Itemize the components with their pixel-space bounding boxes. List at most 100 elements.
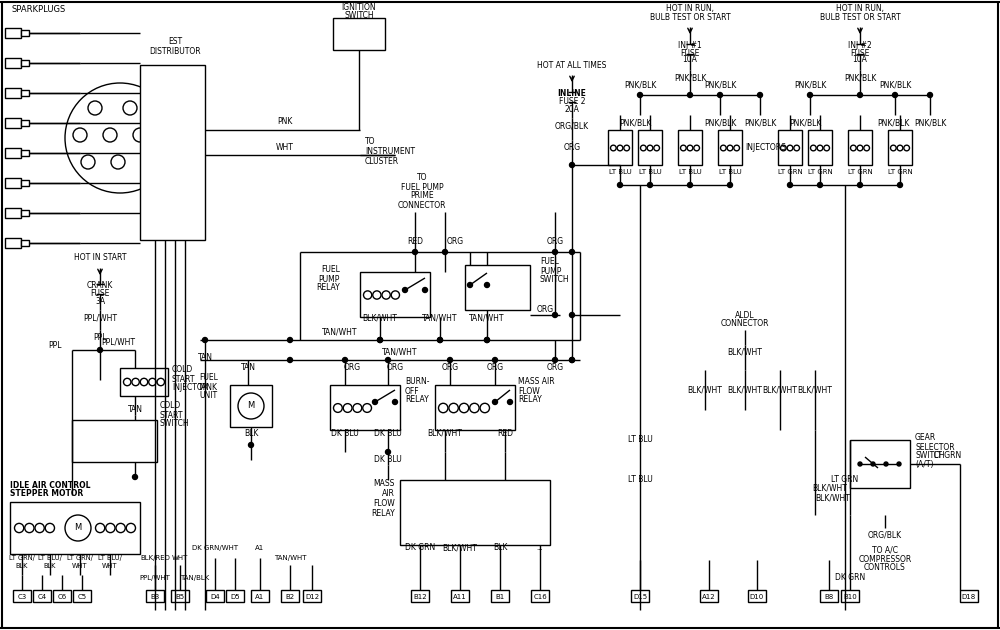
- Circle shape: [864, 145, 870, 151]
- Circle shape: [640, 145, 646, 151]
- Text: LT BLU: LT BLU: [719, 169, 741, 175]
- Circle shape: [858, 183, 862, 188]
- Bar: [146, 590, 164, 602]
- Text: DK BLU: DK BLU: [374, 455, 402, 464]
- Text: C3: C3: [17, 594, 27, 600]
- Text: UNIT: UNIT: [200, 391, 218, 401]
- Text: BLK/WHT: BLK/WHT: [688, 386, 722, 394]
- Text: ORG/BLK: ORG/BLK: [868, 530, 902, 539]
- Text: 10A: 10A: [853, 55, 867, 64]
- Circle shape: [688, 93, 692, 98]
- Text: TO: TO: [417, 173, 427, 183]
- Circle shape: [288, 357, 292, 362]
- Text: LT GRN: LT GRN: [808, 169, 832, 175]
- Circle shape: [718, 93, 722, 98]
- Text: B5: B5: [175, 594, 185, 600]
- Text: ORG: ORG: [536, 306, 554, 314]
- Text: WHT: WHT: [276, 142, 294, 151]
- Circle shape: [65, 515, 91, 541]
- Circle shape: [391, 291, 400, 299]
- Text: DK GRN/WHT: DK GRN/WHT: [192, 545, 238, 551]
- Text: FUSE 2: FUSE 2: [559, 96, 585, 105]
- Circle shape: [342, 357, 348, 362]
- Bar: [360, 272, 430, 317]
- Text: LT GRN: LT GRN: [934, 452, 962, 461]
- Text: LT GRN: LT GRN: [831, 476, 859, 484]
- Circle shape: [45, 524, 54, 532]
- Bar: [21, 240, 29, 246]
- Text: START: START: [172, 374, 196, 384]
- Circle shape: [149, 378, 156, 386]
- Text: HOT AT ALL TIMES: HOT AT ALL TIMES: [537, 60, 607, 69]
- Circle shape: [88, 101, 102, 115]
- Text: BLK: BLK: [16, 563, 28, 569]
- Circle shape: [810, 145, 816, 151]
- Text: RELAY: RELAY: [405, 396, 429, 404]
- Text: LT GRN/: LT GRN/: [9, 555, 35, 561]
- Circle shape: [492, 357, 498, 362]
- Text: BLK/WHT: BLK/WHT: [443, 544, 477, 553]
- Bar: [21, 180, 29, 186]
- Text: PNK/BLK: PNK/BLK: [789, 118, 821, 127]
- Bar: [21, 30, 29, 36]
- Text: COLD: COLD: [160, 401, 181, 411]
- Circle shape: [858, 462, 862, 466]
- Bar: [281, 590, 299, 602]
- Text: RELAY: RELAY: [518, 396, 542, 404]
- Text: PPL: PPL: [93, 333, 107, 343]
- Circle shape: [238, 393, 264, 419]
- Circle shape: [468, 282, 473, 287]
- Circle shape: [442, 249, 448, 255]
- Text: PNK/BLK: PNK/BLK: [674, 74, 706, 83]
- Circle shape: [552, 312, 558, 318]
- Text: ORG/BLK: ORG/BLK: [555, 122, 589, 130]
- Text: WHT: WHT: [102, 563, 118, 569]
- Circle shape: [808, 93, 812, 98]
- Circle shape: [570, 312, 574, 318]
- Text: (A/T): (A/T): [915, 461, 934, 469]
- Bar: [748, 590, 766, 602]
- Text: BULB TEST OR START: BULB TEST OR START: [650, 13, 730, 21]
- Text: RED: RED: [497, 428, 513, 437]
- Circle shape: [202, 338, 208, 343]
- Text: C5: C5: [77, 594, 87, 600]
- Text: FUSE: FUSE: [850, 49, 870, 57]
- Bar: [21, 60, 29, 66]
- Circle shape: [780, 145, 786, 151]
- Bar: [5, 178, 21, 188]
- Text: TAN/WHT: TAN/WHT: [274, 555, 306, 561]
- Circle shape: [103, 128, 117, 142]
- Circle shape: [386, 449, 390, 454]
- Circle shape: [372, 399, 378, 404]
- Bar: [888, 130, 912, 165]
- Text: BLK/WHT: BLK/WHT: [763, 386, 797, 394]
- Text: INJECTOR: INJECTOR: [172, 384, 208, 392]
- Bar: [435, 385, 515, 430]
- Bar: [465, 265, 530, 310]
- Text: PNK/BLK: PNK/BLK: [624, 81, 656, 89]
- Text: LT BLU/: LT BLU/: [38, 555, 62, 561]
- Text: TAN: TAN: [128, 406, 143, 415]
- Circle shape: [694, 145, 700, 151]
- Bar: [631, 590, 649, 602]
- Text: FLOW: FLOW: [518, 386, 540, 396]
- Text: FUSE: FUSE: [90, 289, 110, 297]
- Circle shape: [116, 524, 125, 532]
- Circle shape: [98, 348, 103, 353]
- Text: COMPRESSOR: COMPRESSOR: [858, 554, 912, 563]
- Text: HOT IN START: HOT IN START: [74, 253, 126, 263]
- Circle shape: [96, 524, 105, 532]
- Text: INJ #2: INJ #2: [848, 40, 872, 50]
- Circle shape: [413, 249, 418, 255]
- Text: WHT: WHT: [172, 555, 188, 561]
- Bar: [53, 590, 71, 602]
- Text: A1: A1: [255, 594, 265, 600]
- Text: LT BLU: LT BLU: [628, 435, 652, 445]
- Circle shape: [570, 249, 574, 255]
- Text: MASS: MASS: [374, 479, 395, 488]
- Bar: [411, 590, 429, 602]
- Circle shape: [449, 403, 458, 413]
- Circle shape: [382, 291, 390, 299]
- Text: B1: B1: [495, 594, 505, 600]
- Circle shape: [438, 338, 442, 343]
